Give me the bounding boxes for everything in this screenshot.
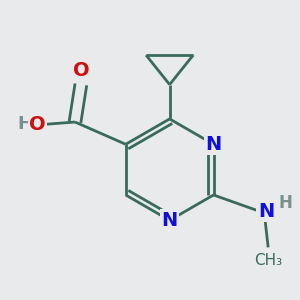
Text: N: N	[161, 211, 178, 230]
Text: H: H	[279, 194, 292, 211]
Text: O: O	[73, 61, 89, 80]
Text: O: O	[29, 115, 46, 134]
Text: H: H	[17, 115, 32, 133]
Text: N: N	[258, 202, 274, 221]
Text: N: N	[206, 135, 222, 154]
Text: CH₃: CH₃	[254, 253, 282, 268]
